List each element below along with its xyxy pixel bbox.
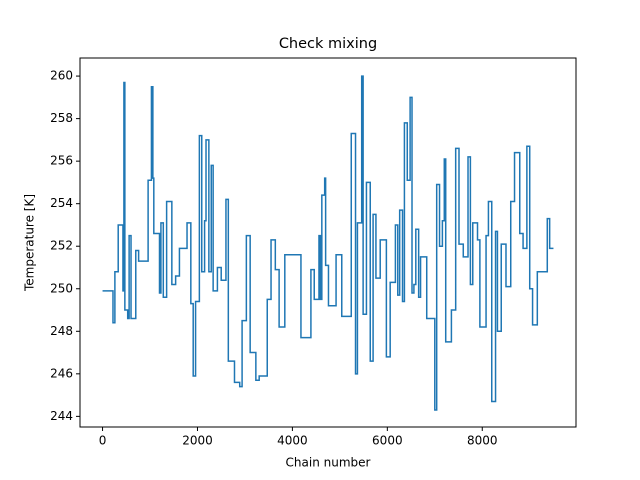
x-tick-label: 2000: [182, 434, 213, 448]
y-tick-label: 250: [50, 281, 73, 295]
x-tick-label: 8000: [467, 434, 498, 448]
trace-line: [102, 75, 554, 411]
x-axis-label: Chain number: [286, 456, 371, 470]
y-tick-label: 260: [50, 69, 73, 83]
y-tick-label: 246: [50, 366, 73, 380]
x-tick-label: 4000: [277, 434, 308, 448]
chart-title: Check mixing: [279, 36, 377, 52]
y-tick-label: 254: [50, 196, 73, 210]
x-tick-label: 6000: [372, 434, 403, 448]
y-tick-label: 258: [50, 111, 73, 125]
y-tick-label: 252: [50, 239, 73, 253]
plot-frame: [79, 57, 577, 428]
x-tick-label: 0: [99, 434, 107, 448]
y-tick-label: 244: [50, 409, 73, 423]
y-tick-label: 256: [50, 154, 73, 168]
y-axis-label: Temperature [K]: [23, 194, 37, 292]
y-tick-label: 248: [50, 324, 73, 338]
